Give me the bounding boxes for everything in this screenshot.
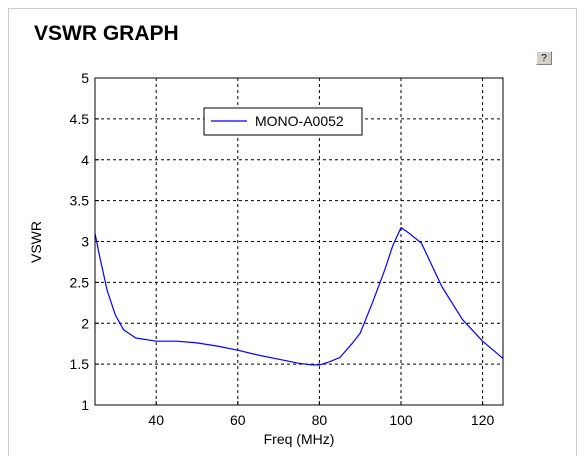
y-tick-label: 4 bbox=[81, 152, 89, 168]
panel-title: VSWR GRAPH bbox=[34, 22, 179, 45]
y-tick-label: 5 bbox=[81, 70, 89, 86]
x-tick-label: 120 bbox=[471, 412, 495, 428]
y-tick-label: 1 bbox=[81, 397, 89, 413]
y-tick-label: 3.5 bbox=[70, 193, 90, 209]
x-tick-label: 40 bbox=[148, 412, 164, 428]
help-button[interactable]: ? bbox=[536, 51, 552, 65]
legend-label: MONO-A0052 bbox=[255, 113, 344, 129]
x-axis-label: Freq (MHz) bbox=[264, 431, 335, 447]
series-line bbox=[94, 227, 504, 366]
y-tick-label: 2 bbox=[81, 315, 89, 331]
legend: MONO-A0052 bbox=[203, 107, 363, 136]
x-tick-label: 100 bbox=[389, 412, 413, 428]
x-tick-label: 80 bbox=[312, 412, 328, 428]
series-layer bbox=[94, 227, 504, 366]
y-tick-label: 2.5 bbox=[70, 274, 90, 290]
y-tick-label: 1.5 bbox=[70, 356, 90, 372]
y-tick-label: 3 bbox=[81, 234, 89, 250]
y-axis-label: VSWR bbox=[28, 221, 44, 263]
y-tick-label: 4.5 bbox=[70, 111, 90, 127]
x-tick-label: 60 bbox=[230, 412, 246, 428]
ticks: 40 60 80 100 120 1 1.5 2 2.5 3 3.5 4 4.5 5 bbox=[70, 70, 495, 428]
plot-frame bbox=[94, 77, 504, 406]
